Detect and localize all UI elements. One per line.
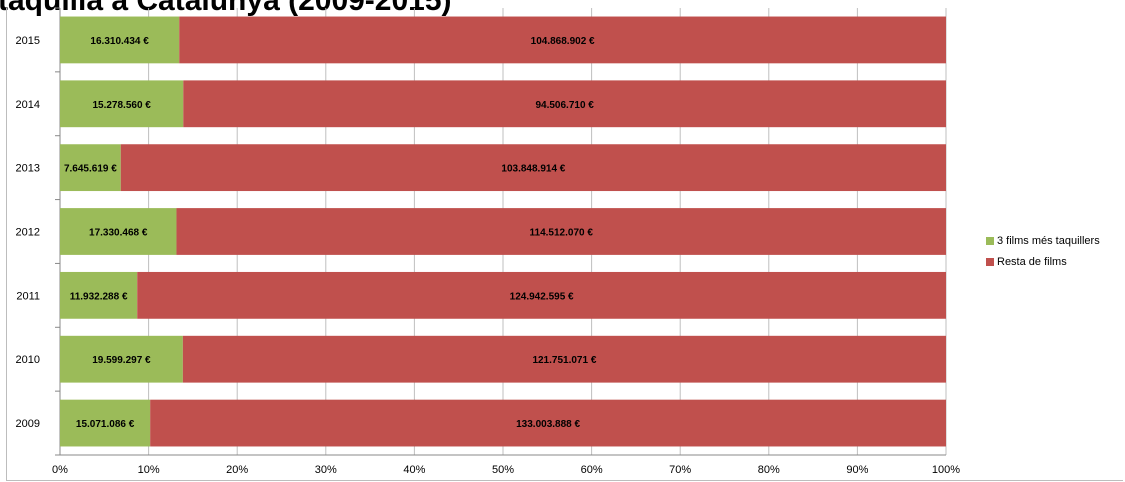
x-tick-label: 70% xyxy=(669,464,691,476)
y-tick-label: 2012 xyxy=(16,227,40,239)
legend: 3 films més taquillers Resta de films xyxy=(986,230,1100,272)
bar-top3 xyxy=(60,144,121,192)
bar-top3 xyxy=(60,271,138,319)
bar-rest xyxy=(120,144,946,192)
data-label: 7.645.619 € xyxy=(64,164,117,175)
x-tick-label: 0% xyxy=(52,464,68,476)
data-label: 103.848.914 € xyxy=(501,164,565,175)
y-tick-label: 2013 xyxy=(16,163,40,175)
data-label: 94.506.710 € xyxy=(535,100,594,111)
data-label: 19.599.297 € xyxy=(92,355,151,366)
data-label: 11.932.288 € xyxy=(70,291,128,302)
x-tick-label: 40% xyxy=(403,464,425,476)
x-tick-label: 20% xyxy=(226,464,248,476)
legend-swatch-rest xyxy=(986,257,994,266)
x-tick-label: 60% xyxy=(581,464,603,476)
data-label: 124.942.595 € xyxy=(510,291,574,302)
y-tick-label: 2010 xyxy=(16,354,40,366)
chart-area xyxy=(6,8,1123,481)
y-tick-label: 2011 xyxy=(16,290,40,302)
bar-rest xyxy=(150,399,946,447)
chart-title: taquilla a Catalunya (2009-2015) xyxy=(0,0,452,17)
x-tick-label: 30% xyxy=(315,464,337,476)
y-tick-label: 2009 xyxy=(16,418,40,430)
bar-rest xyxy=(183,80,946,128)
x-tick-label: 80% xyxy=(758,464,780,476)
data-label: 16.310.434 € xyxy=(90,36,149,47)
y-tick-label: 2014 xyxy=(16,99,40,111)
legend-item-rest: Resta de films xyxy=(986,251,1100,272)
data-label: 114.512.070 € xyxy=(530,228,594,239)
data-label: 121.751.071 € xyxy=(532,355,596,366)
y-tick-label: 2015 xyxy=(16,35,40,47)
legend-item-top3: 3 films més taquillers xyxy=(986,230,1100,251)
data-label: 17.330.468 € xyxy=(89,228,148,239)
bar-rest xyxy=(179,16,947,64)
bar-top3 xyxy=(60,335,183,383)
bar-top3 xyxy=(60,16,180,64)
bar-rest xyxy=(176,208,946,255)
data-label: 15.278.560 € xyxy=(92,100,151,111)
x-tick-label: 10% xyxy=(138,464,160,476)
legend-label-rest: Resta de films xyxy=(997,255,1067,268)
data-label: 104.868.902 € xyxy=(531,36,595,47)
bar-top3 xyxy=(60,80,184,128)
x-tick-label: 100% xyxy=(932,464,960,476)
bar-top3 xyxy=(60,208,177,255)
bar-rest xyxy=(182,335,947,383)
legend-label-top3: 3 films més taquillers xyxy=(997,234,1100,247)
data-label: 133.003.888 € xyxy=(516,419,580,430)
bar-top3 xyxy=(60,399,151,447)
bar-rest xyxy=(137,271,947,319)
legend-swatch-top3 xyxy=(986,236,994,245)
data-label: 15.071.086 € xyxy=(76,419,135,430)
x-tick-label: 90% xyxy=(846,464,868,476)
x-tick-label: 50% xyxy=(492,464,514,476)
